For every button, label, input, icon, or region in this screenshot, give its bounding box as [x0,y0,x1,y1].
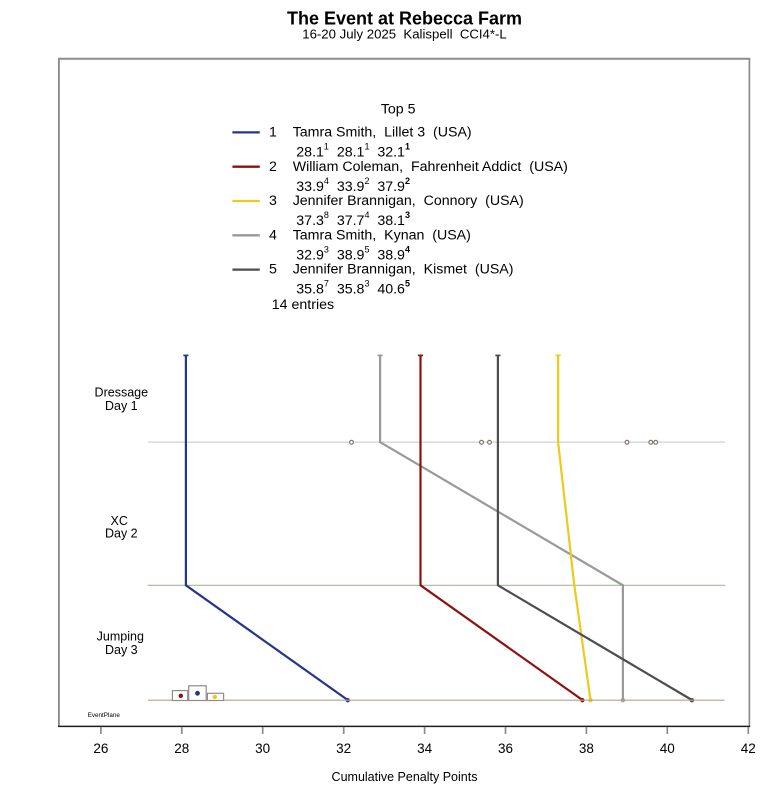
svg-text:Top 5: Top 5 [381,102,416,118]
svg-text:Day 3: Day 3 [105,643,138,657]
svg-text:28: 28 [174,741,189,756]
svg-text:28.11 28.11 32.11: 28.11 28.11 32.11 [296,142,410,161]
svg-text:5: 5 [269,262,277,278]
svg-text:14 entries: 14 entries [272,297,334,313]
svg-text:Tamra Smith, Kynan (USA): Tamra Smith, Kynan (USA) [293,227,471,243]
svg-text:42: 42 [741,741,756,756]
svg-text:The Event at Rebecca Farm: The Event at Rebecca Farm [287,9,522,29]
svg-text:38: 38 [579,741,594,756]
svg-text:40: 40 [660,741,675,756]
svg-text:26: 26 [93,741,108,756]
svg-text:William Coleman, Fahrenheit A: William Coleman, Fahrenheit Addict (USA) [293,159,568,175]
svg-text:Jennifer Brannigan, Connory: Jennifer Brannigan, Connory (USA) [293,193,524,209]
svg-text:32: 32 [336,741,351,756]
svg-text:3: 3 [269,193,277,209]
svg-text:1: 1 [269,125,277,141]
svg-text:37.38 37.74 38.13: 37.38 37.74 38.13 [296,210,410,229]
svg-text:XC: XC [111,514,128,528]
svg-text:2: 2 [269,159,277,175]
svg-text:33.94 33.92 37.92: 33.94 33.92 37.92 [296,176,410,195]
svg-text:36: 36 [498,741,513,756]
svg-text:4: 4 [269,227,277,243]
svg-text:35.87 35.83 40.65: 35.87 35.83 40.65 [296,279,410,298]
svg-text:EventPlane: EventPlane [88,712,121,719]
svg-text:Jennifer Brannigan, Kismet (: Jennifer Brannigan, Kismet (USA) [293,262,514,278]
svg-text:Dressage: Dressage [95,386,149,400]
svg-text:32.93 38.95 38.94: 32.93 38.95 38.94 [296,244,410,263]
svg-text:16-20 July 2025 Kalispell CC: 16-20 July 2025 Kalispell CCI4*-L [302,26,507,41]
svg-text:Day 2: Day 2 [105,527,138,541]
svg-text:Jumping: Jumping [97,630,144,644]
svg-text:Cumulative Penalty Points: Cumulative Penalty Points [332,770,478,784]
svg-text:30: 30 [255,741,270,756]
svg-text:34: 34 [417,741,433,756]
svg-text:Tamra Smith, Lillet 3 (USA): Tamra Smith, Lillet 3 (USA) [293,125,472,141]
svg-text:Day 1: Day 1 [105,399,138,413]
